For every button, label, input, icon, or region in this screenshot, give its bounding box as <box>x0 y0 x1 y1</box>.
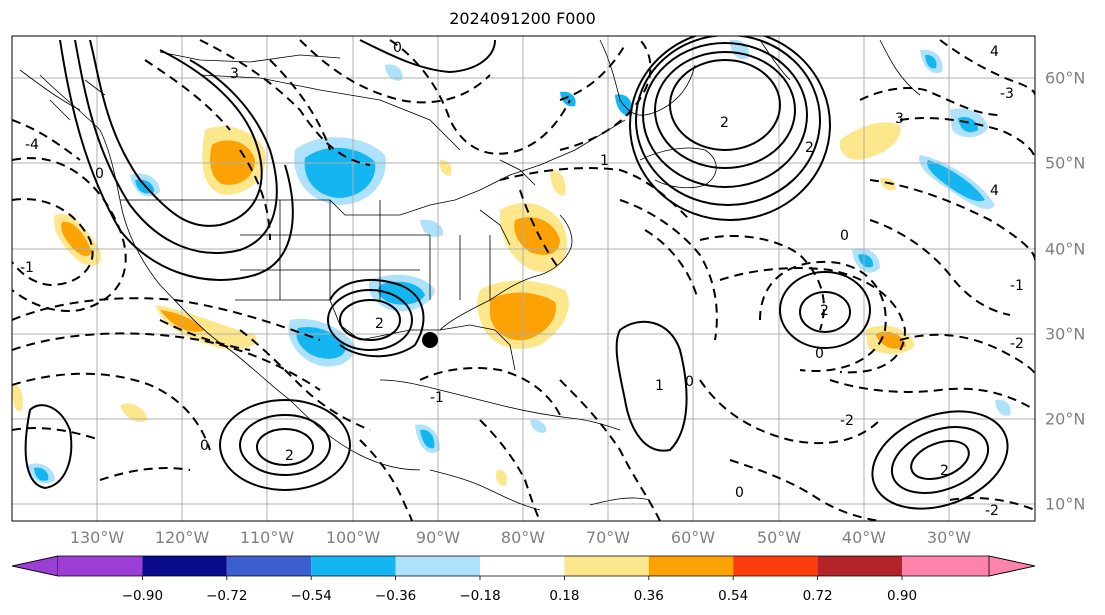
positive-anomaly-area <box>61 221 92 256</box>
contour-label-4: 4 <box>990 44 999 60</box>
lon-label-30w: 30°W <box>926 528 972 547</box>
colorbar-tick: −0.18 <box>459 588 501 604</box>
positive-anomaly-area <box>495 469 508 486</box>
colorbar-tick: −0.36 <box>374 588 417 604</box>
positive-anomaly-area <box>839 122 901 160</box>
contour-label-neg2c: -2 <box>985 503 999 519</box>
contour-label-neg4: -4 <box>25 137 39 153</box>
contour-label-0d: 0 <box>685 374 694 390</box>
contour-label-0f: 0 <box>200 438 209 454</box>
colorbar-tick: −0.54 <box>290 588 332 604</box>
negative-anomaly-area <box>560 91 576 107</box>
colorbar <box>11 555 1036 580</box>
negative-anomaly-area <box>378 281 425 305</box>
positive-anomaly-area <box>514 217 560 255</box>
colorbar-tick: 0.90 <box>886 588 918 604</box>
contour-label-neg1b: -1 <box>20 260 34 276</box>
colorbar-tick: 0.54 <box>718 588 749 604</box>
coastlines <box>19 39 921 511</box>
negative-anomaly-area <box>858 254 874 268</box>
contour-label-1: 1 <box>655 378 664 394</box>
lon-label-70w: 70°W <box>585 528 631 547</box>
contour-label-2d: 2 <box>805 140 814 156</box>
contour-label-3: 3 <box>230 66 239 82</box>
lat-label-50n: 50°N <box>1045 153 1086 173</box>
positive-anomaly-area <box>120 403 148 422</box>
positive-anomaly-area <box>439 159 452 176</box>
lon-label-90w: 90°W <box>415 528 461 547</box>
negative-anomaly-area <box>927 160 985 202</box>
negative-anomaly-area <box>530 419 547 433</box>
graticule <box>12 36 1035 521</box>
positive-anomaly-area <box>880 177 896 191</box>
lon-label-60w: 60°W <box>670 528 716 547</box>
storm-marker-icon <box>422 332 438 348</box>
map-title: 2024091200 F000 <box>449 9 596 28</box>
contour-label-0: 0 <box>393 40 402 56</box>
positive-anomaly-area <box>12 384 23 412</box>
lon-label-100w: 100°W <box>325 528 381 547</box>
colorbar-tick: −0.72 <box>206 588 248 604</box>
contour-label-neg2b: -2 <box>1010 336 1024 352</box>
negative-anomaly-area <box>420 219 444 237</box>
contour-label-neg1c: -1 <box>430 390 444 406</box>
negative-anomaly-area <box>925 54 937 69</box>
contour-label-2e: 2 <box>375 316 384 332</box>
positive-anomaly-area <box>550 169 566 196</box>
lat-label-60n: 60°N <box>1045 68 1086 88</box>
lon-label-120w: 120°W <box>154 528 210 547</box>
colorbar-tick: −0.90 <box>121 588 164 604</box>
lat-label-20n: 20°N <box>1045 409 1086 429</box>
negative-anomaly-area <box>304 147 376 198</box>
contour-label-4b: 4 <box>990 183 999 199</box>
negative-anomaly-area <box>385 64 403 81</box>
negative-anomaly-area <box>995 399 1011 416</box>
lon-label-80w: 80°W <box>500 528 546 547</box>
contour-label-1b: 1 <box>600 153 609 169</box>
contour-label-6: 2 <box>720 115 729 131</box>
lon-label-40w: 40°W <box>841 528 887 547</box>
contour-label-3b: 3 <box>895 111 904 127</box>
colorbar-tick: 0.18 <box>549 588 580 604</box>
colorbar-under-arrow <box>11 555 59 577</box>
lat-label-40n: 40°N <box>1045 239 1086 259</box>
positive-anomaly-area <box>875 331 906 349</box>
contour-label-0b: 0 <box>840 228 849 244</box>
contour-label-neg2: -2 <box>840 413 854 429</box>
lat-label-10n: 10°N <box>1045 494 1086 514</box>
contour-label-2c: 2 <box>940 463 949 479</box>
contour-labels: 0 2 4 4 -4 0 2 0 -1 1 0 -2 -2 0 2 2 -2 0… <box>20 40 1024 519</box>
contour-label-2b: 2 <box>285 448 294 464</box>
lat-label-30n: 30°N <box>1045 324 1086 344</box>
contour-label-0c: 0 <box>815 346 824 362</box>
positive-anomaly-area <box>155 305 257 350</box>
positive-contours <box>24 36 1009 510</box>
negative-anomaly-area <box>420 429 435 449</box>
contour-label-neg1: -1 <box>1010 278 1024 294</box>
lon-label-50w: 50°W <box>756 528 802 547</box>
negative-anomaly-area <box>34 467 49 481</box>
colorbar-tick: 0.72 <box>802 588 833 604</box>
colorbar-tick: 0.36 <box>633 588 664 604</box>
negative-contours <box>12 39 1035 521</box>
colorbar-over-arrow <box>988 555 1036 577</box>
lon-label-130w: 130°W <box>69 528 125 547</box>
contour-label-neg3: -3 <box>1000 86 1014 102</box>
contour-label-2: 2 <box>820 303 829 319</box>
contour-label-0e: 0 <box>735 485 744 501</box>
contour-label-0g: 0 <box>95 166 104 182</box>
plot-frame <box>11 35 1036 522</box>
lon-label-110w: 110°W <box>239 528 295 547</box>
